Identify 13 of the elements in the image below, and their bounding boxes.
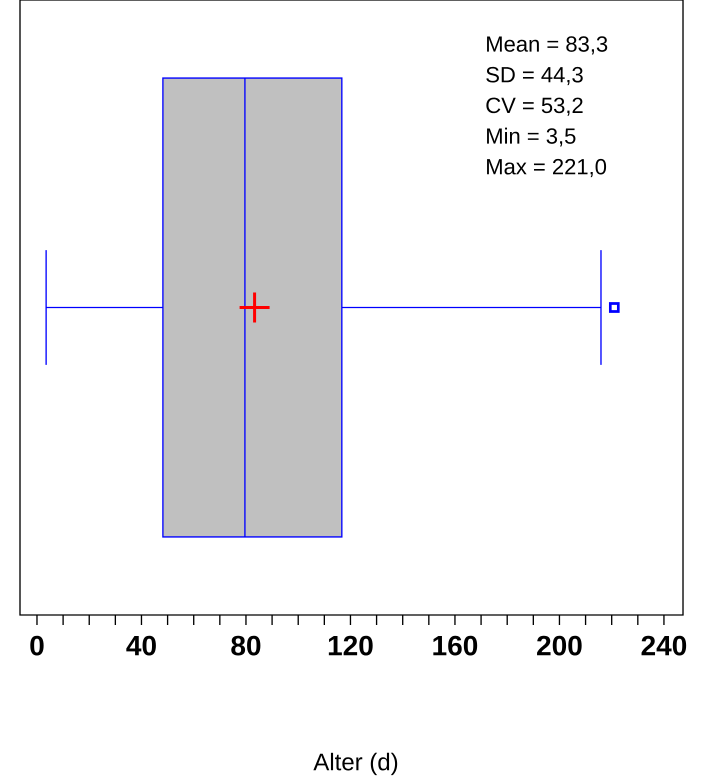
x-tick-label: 160 [433, 636, 478, 656]
x-tick-label: 240 [642, 636, 686, 656]
annotation: Max = 221,0 [487, 158, 606, 178]
x-axis-title: Alter (d) [313, 752, 398, 776]
annotation: CV = 53,2 [486, 98, 583, 116]
annotation: Min = 3,5 [487, 128, 576, 146]
x-tick-label: 0 [30, 636, 44, 656]
text: Mean = 83,3 [487, 36, 608, 54]
x-tick-label: 80 [231, 636, 260, 656]
x-tick-label: 40 [126, 636, 156, 656]
x-tick-label: 200 [537, 636, 582, 656]
x-tick-label: 120 [328, 636, 373, 656]
annotation: SD = 44,3 [486, 66, 583, 86]
